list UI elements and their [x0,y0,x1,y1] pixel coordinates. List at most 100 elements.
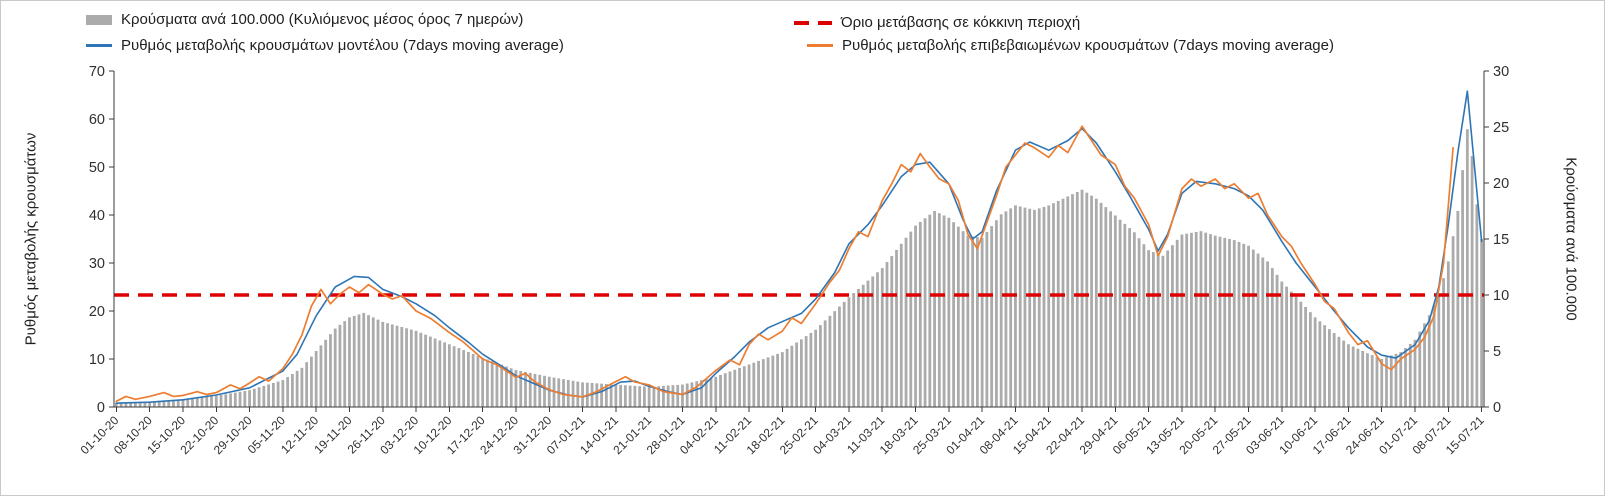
bar [314,351,318,407]
bar [1446,261,1450,407]
left-y-tick-label: 50 [89,160,105,176]
bar [780,352,784,407]
bar [1251,249,1255,407]
bar [1404,348,1407,407]
bar [362,312,366,407]
right-y-tick-label: 0 [1493,400,1501,416]
bar [1056,200,1060,407]
bar [1361,351,1365,407]
bar [975,237,979,407]
bar [1347,344,1350,407]
bar [219,395,223,407]
bar [1351,346,1355,407]
bar [628,385,632,407]
bar [419,332,423,407]
bar [1475,204,1479,407]
bar [119,402,123,407]
bar [381,321,385,407]
bar [999,214,1003,407]
bar [847,297,851,407]
bar [276,381,280,407]
bar [324,339,328,407]
bar [681,384,684,407]
bar [1071,194,1074,407]
bar [386,323,389,407]
bar [1052,203,1055,407]
bar [823,320,827,407]
bar [985,232,989,407]
bar [676,384,680,407]
bar [842,301,846,407]
bar [966,235,970,407]
bar [134,401,137,407]
bar [933,211,936,407]
bar [281,380,285,407]
bar [519,371,523,407]
legend-confirmed-label: Ρυθμός μεταβολής επιβεβαιωμένων κρουσμάτ… [842,37,1334,54]
bar [1123,223,1127,407]
bar [890,255,894,407]
left-y-tick-label: 10 [89,352,105,368]
bar [571,380,575,407]
bar [1209,234,1212,407]
bar [405,328,408,407]
bar [262,385,266,407]
bar [167,400,171,407]
bar [1061,198,1065,407]
bar [1132,232,1136,407]
bar [1009,208,1013,407]
bar [176,399,180,407]
legend-threshold-label: Όριο μετάβασης σε κόκκινη περιοχή [841,14,1081,31]
bar [191,398,194,407]
bar [604,383,608,407]
bar [1113,215,1117,407]
left-y-tick-label: 20 [89,304,105,320]
bar [1304,306,1308,407]
bar [785,348,789,407]
bar [1242,243,1246,407]
left-axis-title: Ρυθμός μεταβολής κρουσμάτων [22,132,40,346]
bar [486,359,489,407]
bar [238,391,242,407]
bar [1480,239,1484,407]
bar [1118,219,1122,407]
bar [1237,241,1241,407]
bar [552,377,556,407]
bar [1137,238,1141,407]
bar [1456,211,1460,407]
right-y-tick-label: 30 [1493,64,1509,80]
bar [638,386,642,407]
bar [271,383,275,407]
bar [647,386,651,407]
bar [172,399,175,407]
bar [809,332,813,407]
left-y-tick-label: 60 [89,112,105,128]
bar [1313,317,1317,407]
model-line [115,90,1483,404]
bars-series [114,129,1484,408]
bar [666,385,670,407]
bar [1147,250,1151,407]
bar [719,375,722,407]
bar [481,357,485,407]
bar [329,334,332,407]
bar [1375,356,1379,407]
bar [861,284,865,407]
bar [1128,228,1132,407]
bar [1194,232,1198,407]
bar [1437,295,1441,407]
bar [952,222,955,407]
bar [1280,281,1284,407]
bar [538,374,542,407]
bar [1218,236,1222,407]
bar [1427,315,1431,407]
bar [1389,355,1393,407]
bar [1318,321,1322,407]
bar [1099,202,1103,407]
bar [633,385,637,407]
bar [500,364,504,407]
bar [838,306,841,407]
bar [1285,286,1288,407]
bar [138,401,142,407]
bar [229,393,232,407]
